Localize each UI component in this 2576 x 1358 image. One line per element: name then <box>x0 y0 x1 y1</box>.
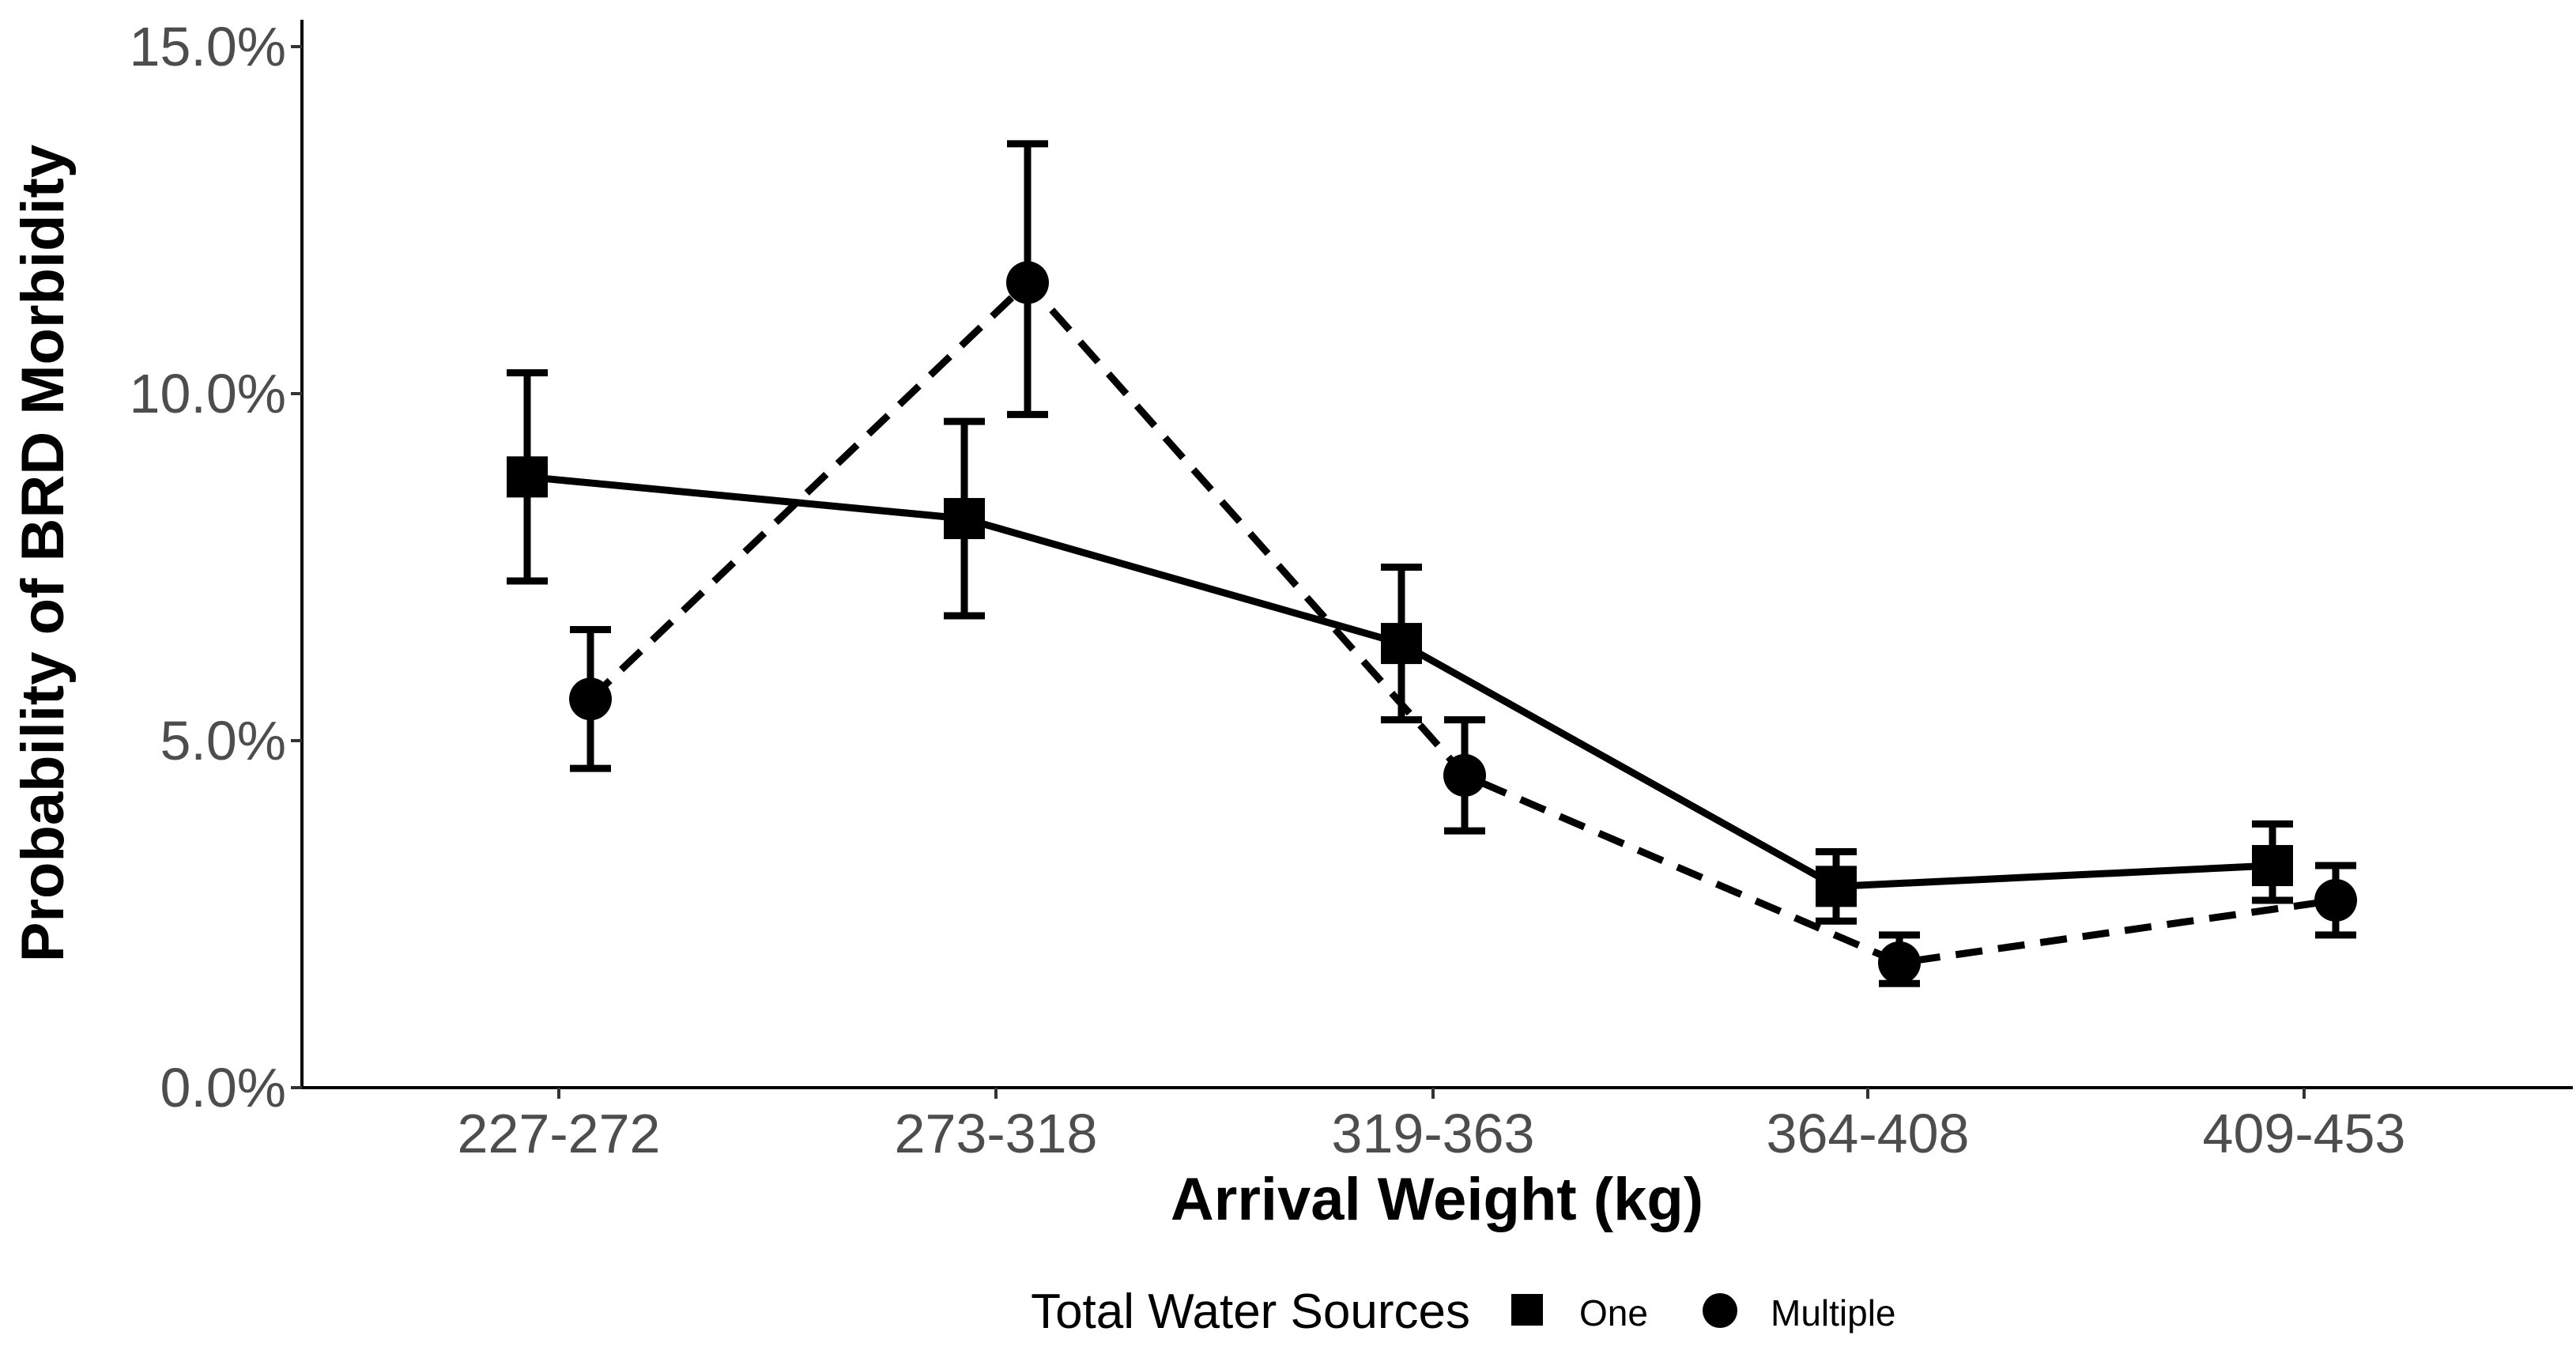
x-tick-label: 273-318 <box>895 1103 1098 1164</box>
legend-circle-icon <box>1703 1293 1737 1328</box>
legend-label-multiple: Multiple <box>1771 1292 1896 1333</box>
legend-square-icon <box>1511 1294 1543 1326</box>
axes <box>300 20 2573 1089</box>
y-tick-label: 15.0% <box>130 16 286 77</box>
y-ticks: 0.0% 5.0% 10.0% 15.0% <box>130 16 302 1118</box>
legend: Total Water Sources One Multiple <box>1031 1284 1895 1339</box>
data-point-square <box>1381 623 1422 665</box>
series-one <box>507 369 2293 925</box>
data-point-square <box>2252 845 2293 887</box>
series <box>507 140 2357 987</box>
x-ticks: 227-272 273-318 319-363 364-408 409-453 <box>458 1088 2406 1164</box>
data-point-circle <box>1006 261 1049 304</box>
x-tick-label: 409-453 <box>2203 1103 2406 1164</box>
x-axis-title: Arrival Weight (kg) <box>1171 1166 1703 1233</box>
y-tick-label: 5.0% <box>160 710 286 771</box>
data-point-square <box>507 456 548 498</box>
x-tick-label: 227-272 <box>458 1103 661 1164</box>
data-point-circle <box>2314 878 2357 922</box>
data-point-circle <box>1443 753 1486 797</box>
x-tick-label: 319-363 <box>1332 1103 1535 1164</box>
x-tick-label: 364-408 <box>1767 1103 1970 1164</box>
legend-label-one: One <box>1579 1292 1648 1333</box>
series-line-multiple <box>587 279 2337 967</box>
legend-title: Total Water Sources <box>1031 1284 1470 1339</box>
data-point-square <box>1816 866 1857 907</box>
data-point-circle <box>1878 941 1921 984</box>
y-tick-label: 10.0% <box>130 363 286 424</box>
series-multiple <box>569 140 2357 987</box>
data-point-circle <box>569 677 612 721</box>
y-axis-title: Probability of BRD Morbidity <box>9 145 77 962</box>
y-tick-label: 0.0% <box>160 1057 286 1118</box>
data-point-square <box>944 498 985 540</box>
